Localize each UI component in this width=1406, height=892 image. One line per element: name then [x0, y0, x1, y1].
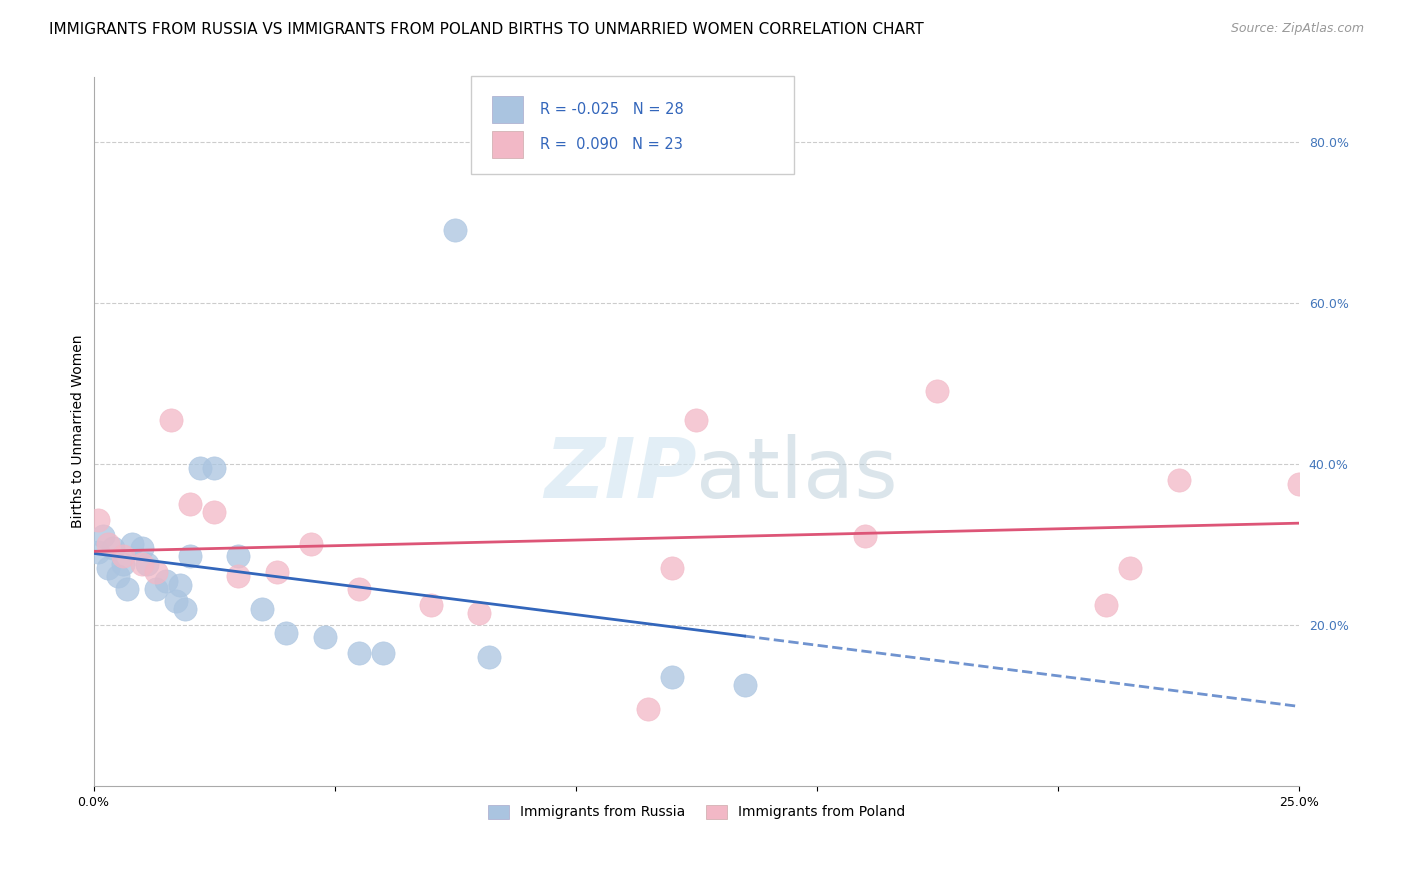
Point: [420, 598, 443, 612]
Point: [226, 569, 249, 583]
Text: R =  0.090   N = 23: R = 0.090 N = 23: [540, 137, 683, 152]
Point: [1167, 473, 1189, 487]
Point: [444, 223, 467, 237]
Point: [107, 569, 129, 583]
Point: [179, 549, 201, 564]
Text: R = -0.025   N = 28: R = -0.025 N = 28: [540, 103, 683, 117]
Point: [202, 505, 225, 519]
Point: [111, 549, 134, 564]
Point: [87, 513, 110, 527]
Point: [179, 497, 201, 511]
Point: [252, 601, 274, 615]
Point: [174, 601, 197, 615]
Point: [1119, 561, 1142, 575]
Point: [101, 541, 124, 556]
Point: [661, 561, 683, 575]
Point: [145, 582, 167, 596]
Point: [159, 412, 181, 426]
Y-axis label: Births to Unmarried Women: Births to Unmarried Women: [72, 334, 86, 528]
Point: [131, 541, 153, 556]
Point: [165, 593, 187, 607]
Point: [637, 702, 659, 716]
Point: [853, 529, 876, 543]
Point: [276, 625, 298, 640]
Legend: Immigrants from Russia, Immigrants from Poland: Immigrants from Russia, Immigrants from …: [482, 799, 911, 825]
Point: [685, 412, 707, 426]
Point: [266, 566, 288, 580]
Text: Source: ZipAtlas.com: Source: ZipAtlas.com: [1230, 22, 1364, 36]
Point: [468, 606, 491, 620]
Point: [927, 384, 949, 399]
Point: [226, 549, 249, 564]
Point: [202, 460, 225, 475]
Point: [145, 566, 167, 580]
Point: [347, 646, 370, 660]
Point: [314, 630, 336, 644]
Point: [371, 646, 394, 660]
Point: [121, 537, 143, 551]
Point: [347, 582, 370, 596]
Point: [299, 537, 322, 551]
Point: [661, 670, 683, 684]
Point: [111, 558, 134, 572]
Point: [1288, 477, 1310, 491]
Point: [734, 678, 756, 692]
Text: IMMIGRANTS FROM RUSSIA VS IMMIGRANTS FROM POLAND BIRTHS TO UNMARRIED WOMEN CORRE: IMMIGRANTS FROM RUSSIA VS IMMIGRANTS FRO…: [49, 22, 924, 37]
Point: [155, 574, 177, 588]
Point: [1095, 598, 1118, 612]
Point: [87, 545, 110, 559]
Point: [97, 537, 120, 551]
Point: [188, 460, 211, 475]
Point: [169, 577, 191, 591]
Text: atlas: atlas: [696, 434, 898, 515]
Point: [97, 561, 120, 575]
Point: [131, 558, 153, 572]
Text: ZIP: ZIP: [544, 434, 696, 515]
Point: [478, 650, 501, 665]
Point: [117, 582, 139, 596]
Point: [135, 558, 157, 572]
Point: [91, 529, 114, 543]
